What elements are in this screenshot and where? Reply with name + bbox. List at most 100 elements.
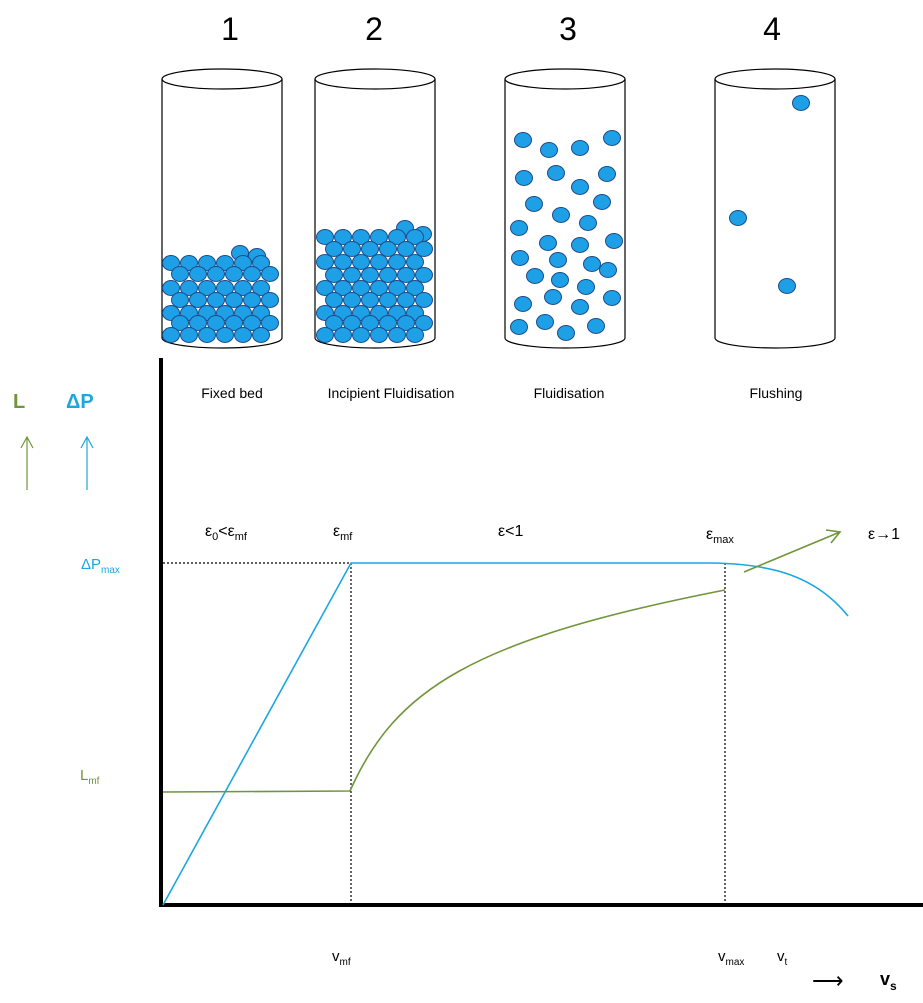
column-number-1: 1 xyxy=(221,11,239,47)
particle xyxy=(370,229,388,245)
l-up-arrow-icon xyxy=(20,435,34,490)
particle xyxy=(252,280,270,296)
column-label-incipient-fluidisation: Incipient Fluidisation xyxy=(328,385,455,401)
particle xyxy=(216,280,234,296)
particle xyxy=(325,267,343,283)
particle xyxy=(415,315,433,331)
particle xyxy=(397,241,415,257)
region-label-fluid: ε<1 xyxy=(498,523,523,540)
particle xyxy=(593,194,611,210)
particle xyxy=(261,315,279,331)
particle xyxy=(316,254,334,270)
y-axis-label-dp: ΔP xyxy=(66,391,94,413)
region-label-fixed: ε0<εmf xyxy=(205,523,248,543)
particle xyxy=(225,292,243,308)
particle xyxy=(325,241,343,257)
particle xyxy=(379,241,397,257)
column-label-fluidisation: Fluidisation xyxy=(534,385,605,401)
region-label-max: εmax xyxy=(706,526,734,546)
particle xyxy=(514,132,532,148)
particle xyxy=(397,315,415,331)
particle xyxy=(198,255,216,271)
column-4-cylinder xyxy=(714,68,836,349)
particle xyxy=(234,255,252,271)
particle xyxy=(406,280,424,296)
particle xyxy=(361,241,379,257)
particle xyxy=(316,327,334,343)
particle xyxy=(571,179,589,195)
x-tick-v-max: vmax xyxy=(718,948,744,968)
bed-height-curve xyxy=(162,589,726,793)
particle xyxy=(207,315,225,331)
column-1-cylinder xyxy=(161,68,283,349)
particle xyxy=(514,296,532,312)
particle xyxy=(189,292,207,308)
particle xyxy=(234,280,252,296)
particle xyxy=(352,280,370,296)
particle xyxy=(162,327,180,343)
particle xyxy=(397,267,415,283)
particle xyxy=(539,235,557,251)
particle xyxy=(598,166,616,182)
y-tick-l-mf: Lmf xyxy=(80,767,100,787)
particle xyxy=(352,229,370,245)
column-label-fixed-bed: Fixed bed xyxy=(201,385,262,401)
particle xyxy=(388,280,406,296)
pressure-drop-curve xyxy=(162,562,849,906)
particle xyxy=(325,292,343,308)
particle xyxy=(216,327,234,343)
x-axis-label-vs: vs xyxy=(880,969,897,993)
particle xyxy=(370,280,388,296)
particle xyxy=(334,327,352,343)
particle xyxy=(316,229,334,245)
particle xyxy=(603,290,621,306)
particle xyxy=(343,267,361,283)
particle xyxy=(605,233,623,249)
particle xyxy=(599,262,617,278)
particle xyxy=(252,255,270,271)
particle xyxy=(510,220,528,236)
particle xyxy=(180,327,198,343)
y-axis-label-l: L xyxy=(13,391,25,413)
x-tick-v-t: vt xyxy=(777,948,788,968)
particle xyxy=(415,292,433,308)
particle xyxy=(540,142,558,158)
particle xyxy=(388,254,406,270)
particle xyxy=(547,165,565,181)
particle xyxy=(526,268,544,284)
particle xyxy=(243,292,261,308)
particle xyxy=(243,266,261,282)
column-number-4: 4 xyxy=(763,11,781,47)
particle xyxy=(406,254,424,270)
particle xyxy=(557,325,575,341)
particle xyxy=(536,314,554,330)
particle xyxy=(552,207,570,223)
column-2-particles xyxy=(316,220,433,343)
particle xyxy=(587,318,605,334)
particle xyxy=(549,252,567,268)
column-number-3: 3 xyxy=(559,11,577,47)
particle xyxy=(162,255,180,271)
particle xyxy=(792,95,810,111)
particle xyxy=(579,215,597,231)
particle xyxy=(583,256,601,272)
particle xyxy=(171,292,189,308)
particle xyxy=(343,241,361,257)
particle xyxy=(603,130,621,146)
particle xyxy=(343,292,361,308)
particle xyxy=(361,267,379,283)
particle xyxy=(352,327,370,343)
particle xyxy=(397,292,415,308)
particle xyxy=(544,289,562,305)
region-label-flush: ε→1 xyxy=(868,526,900,543)
particle xyxy=(189,315,207,331)
region-label-mf: εmf xyxy=(333,523,353,543)
particle xyxy=(180,255,198,271)
particle xyxy=(171,266,189,282)
particle xyxy=(388,327,406,343)
particle xyxy=(180,280,198,296)
particle xyxy=(189,266,207,282)
x-tick-v-mf: vmf xyxy=(332,948,351,968)
column-3-particles xyxy=(510,130,623,341)
